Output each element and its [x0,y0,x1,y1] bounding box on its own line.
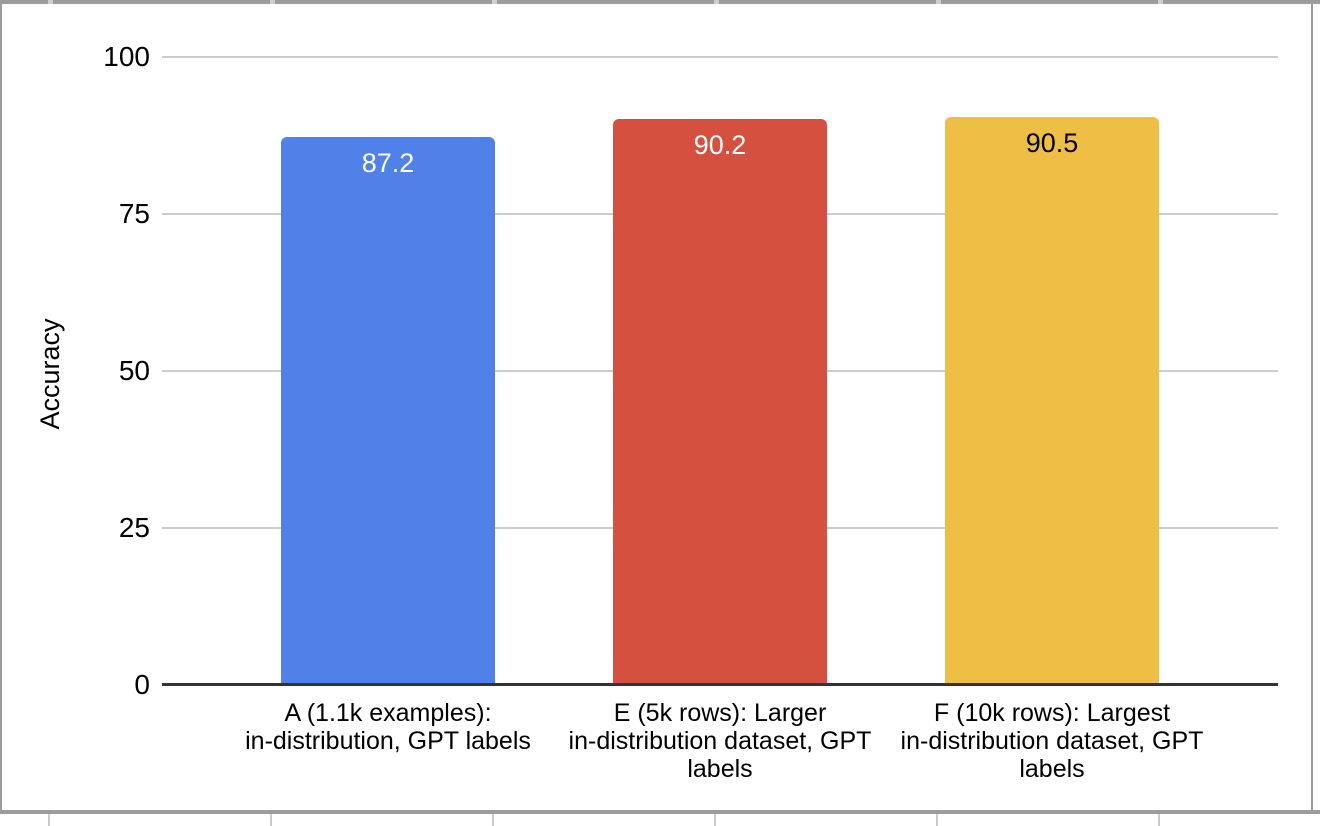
bar-value-label: 90.2 [693,129,747,160]
spreadsheet-column-notch [1158,0,1163,4]
y-axis-tick-label: 50 [118,355,150,386]
spreadsheet-column-gridline [48,814,50,826]
spreadsheet-column-gridline [1158,814,1160,826]
spreadsheet-column-gridline [936,814,938,826]
gridline-100 [162,56,1278,58]
chart-object[interactable]: Accuracy 0 25 50 75 100 87.2 90.2 90.5 A (1.1k e… [2,4,1311,810]
spreadsheet-column-notch [936,0,941,4]
bar-3: 90.5 [945,116,1159,685]
spreadsheet-column-notch [714,0,719,4]
spreadsheet-column-gridline [492,814,494,826]
spreadsheet-column-gridline [270,814,272,826]
spreadsheet-column-gridline [714,814,716,826]
y-axis-tick-label: 100 [103,41,150,72]
x-axis-category-label: F (10k rows): Largest in-distribution da… [900,699,1204,783]
y-axis-tick-label: 75 [118,198,150,229]
bar-value-label: 87.2 [361,148,415,179]
chart-border-bottom [0,810,1320,814]
bar-value-label: 90.5 [1025,127,1079,158]
spreadsheet-column-notch [492,0,497,4]
x-axis-category-label: A (1.1k examples): in-distribution, GPT … [245,699,531,755]
chart-border-right [1311,0,1313,814]
chart-border-left [0,0,2,814]
y-axis-tick-label: 0 [134,669,150,700]
bar-1: 87.2 [281,137,495,685]
spreadsheet-column-notch [48,0,53,4]
bar-2: 90.2 [613,118,827,685]
x-axis-category-label: E (5k rows): Larger in-distribution data… [568,699,872,783]
chart-border-top [0,0,1320,4]
y-axis-tick-label: 25 [118,512,150,543]
spreadsheet-column-notch [270,0,275,4]
x-axis-line [162,683,1278,686]
